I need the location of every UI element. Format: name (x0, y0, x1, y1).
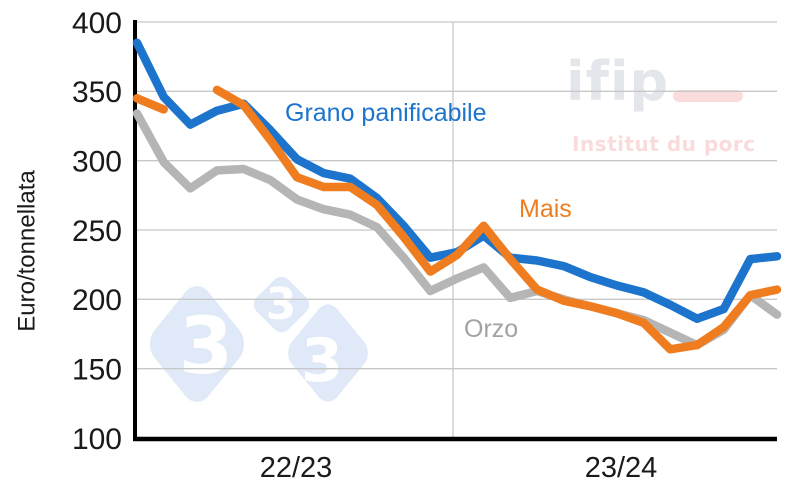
ifip-logo-dash (673, 90, 743, 102)
series-line-mais (132, 85, 782, 354)
ifip-tagline: Institut du porc (572, 132, 756, 156)
gridlines (135, 21, 777, 438)
series-label-orzo: Orzo (464, 315, 518, 343)
333-watermark-digit: 3 (265, 279, 297, 330)
y-tick-label: 300 (72, 145, 122, 178)
series-lines (132, 38, 782, 354)
axes (133, 20, 777, 442)
ifip-logo: ifip (566, 50, 670, 113)
series-label-mais: Mais (519, 195, 572, 223)
x-axis-label-campaign-2324: 23/24 (585, 452, 658, 484)
y-tick-label: 250 (72, 215, 122, 248)
series-label-grano-panificabile: Grano panificabile (285, 99, 487, 127)
y-tick-label: 100 (72, 423, 122, 456)
y-tick-label: 200 (72, 284, 122, 317)
333-watermark-digit: 3 (301, 326, 343, 396)
series-line-orzo (132, 109, 782, 350)
y-tick-label: 150 (72, 353, 122, 386)
333-watermark-digit: 3 (178, 302, 234, 392)
x-axis-label-campaign-2223: 22/23 (260, 452, 333, 484)
y-tick-label: 350 (72, 76, 122, 109)
y-tick-label: 400 (72, 7, 122, 40)
y-axis-title: Euro/tonnellata (13, 170, 40, 332)
y-tick-labels: 400 350 300 250 200 150 100 (72, 7, 122, 456)
